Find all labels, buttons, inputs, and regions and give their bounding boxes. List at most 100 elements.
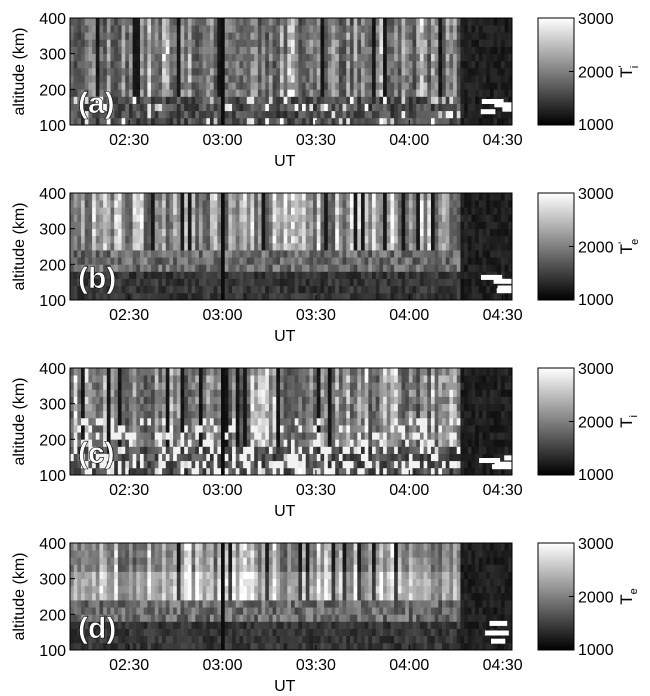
heatmap-cell	[84, 271, 89, 279]
heatmap-cell	[95, 221, 100, 230]
heatmap-cell	[103, 228, 108, 237]
heatmap-cell	[117, 285, 122, 294]
heatmap-cell	[169, 53, 174, 62]
heatmap-cell	[187, 389, 192, 397]
heatmap-cell	[243, 292, 248, 301]
heatmap-cell	[486, 117, 491, 126]
heatmap-cell	[239, 32, 244, 40]
heatmap-cell	[117, 410, 122, 419]
heatmap-cell	[500, 25, 505, 33]
heatmap-cell	[313, 439, 318, 447]
heatmap-cell	[497, 89, 502, 97]
heatmap-cell	[151, 67, 156, 76]
heatmap-cell	[324, 278, 329, 287]
heatmap-cell	[313, 110, 318, 119]
heatmap-cell	[438, 285, 443, 294]
heatmap-cell	[298, 53, 303, 62]
colorbar-tick-label: 3000	[578, 186, 614, 203]
heatmap-cell	[445, 193, 450, 201]
heatmap-cell	[338, 432, 343, 440]
heatmap-cell	[283, 193, 288, 201]
heatmap-cell	[379, 60, 384, 69]
heatmap-cell	[165, 278, 170, 287]
heatmap-cell	[99, 292, 104, 301]
heatmap-cell	[493, 278, 514, 284]
heatmap-cell	[250, 25, 255, 33]
heatmap-cell	[364, 18, 369, 26]
heatmap-cell	[390, 53, 395, 62]
heatmap-cell	[360, 467, 366, 476]
heatmap-cell	[250, 235, 255, 244]
heatmap-cell	[471, 32, 476, 40]
heatmap-cell	[95, 417, 100, 426]
heatmap-cell	[162, 82, 167, 90]
heatmap-cell	[250, 214, 255, 222]
heatmap-cell	[70, 446, 75, 454]
heatmap-cell	[416, 228, 421, 237]
heatmap-cell	[195, 410, 200, 419]
heatmap-cell	[176, 25, 181, 33]
heatmap-cell	[272, 214, 277, 222]
heatmap-cell	[132, 221, 137, 230]
heatmap-cell	[508, 32, 513, 40]
heatmap-cell	[88, 67, 93, 76]
heatmap-cell	[103, 32, 108, 40]
heatmap-cell	[187, 25, 192, 33]
heatmap-cell	[331, 382, 336, 390]
heatmap-cell	[335, 292, 340, 301]
heatmap-cell	[81, 257, 86, 265]
heatmap-cell	[187, 368, 192, 376]
heatmap-cell	[331, 439, 336, 447]
heatmap-cell	[475, 39, 480, 47]
heatmap-cell	[180, 89, 185, 97]
heatmap-cell	[187, 285, 192, 294]
heatmap-cell	[364, 214, 369, 222]
heatmap-cell	[390, 228, 395, 237]
heatmap-cell	[261, 453, 266, 462]
heatmap-cell	[486, 39, 491, 47]
heatmap-cell	[221, 89, 226, 97]
heatmap-cell	[151, 446, 156, 454]
heatmap-cell	[331, 46, 336, 55]
heatmap-cell	[320, 467, 325, 476]
heatmap-cell	[198, 278, 203, 287]
heatmap-cell	[221, 382, 226, 390]
heatmap-cell	[221, 46, 226, 55]
heatmap-cell	[70, 96, 75, 104]
heatmap-cell	[254, 207, 259, 215]
heatmap-cell	[136, 396, 141, 405]
heatmap-cell	[497, 193, 502, 201]
heatmap-cell	[360, 417, 366, 426]
heatmap-cell	[143, 25, 148, 33]
heatmap-cell	[405, 25, 410, 33]
heatmap-cell	[368, 292, 373, 301]
heatmap-cell	[394, 200, 399, 208]
heatmap-cell	[283, 403, 288, 412]
heatmap-cell	[84, 250, 89, 258]
heatmap-cell	[128, 235, 133, 244]
heatmap-cell	[125, 75, 130, 83]
heatmap-cell	[195, 403, 200, 412]
heatmap-cell	[349, 432, 354, 440]
heatmap-cell	[117, 103, 122, 112]
heatmap-cell	[342, 207, 347, 215]
heatmap-cell	[364, 439, 369, 447]
heatmap-cell	[478, 75, 483, 83]
heatmap-cell	[346, 82, 351, 90]
heatmap-cell	[419, 264, 424, 272]
heatmap-cell	[239, 285, 244, 294]
x-tick-label: 03:30	[296, 307, 336, 324]
heatmap-cell	[151, 214, 156, 222]
heatmap-cell	[471, 75, 476, 83]
heatmap-cell	[397, 53, 402, 62]
heatmap-cell	[272, 278, 277, 287]
heatmap-cell	[180, 39, 185, 47]
heatmap-cell	[202, 292, 207, 301]
heatmap-cell	[143, 278, 148, 287]
heatmap-cell	[309, 396, 314, 405]
heatmap-cell	[335, 410, 340, 419]
heatmap-cell	[136, 18, 141, 26]
heatmap-cell	[151, 242, 156, 251]
heatmap-cell	[291, 389, 296, 397]
heatmap-cell	[283, 82, 288, 90]
